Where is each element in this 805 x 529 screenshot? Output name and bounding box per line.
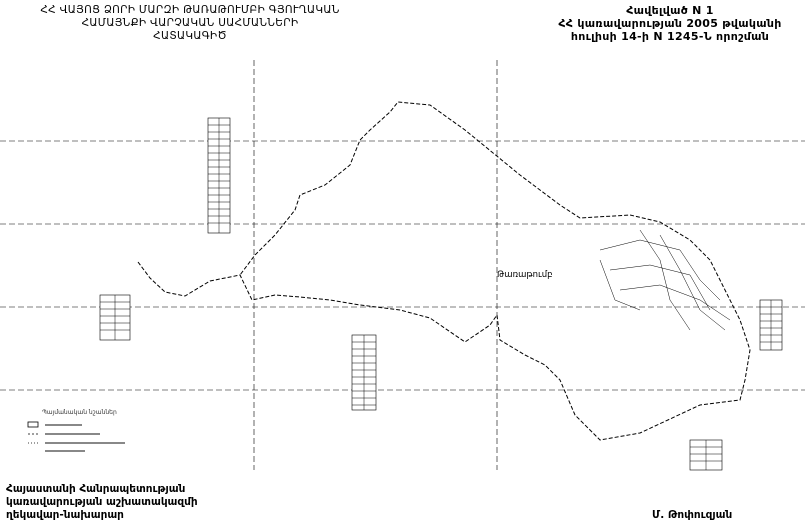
coordinate-tables [99,117,783,471]
table-rows [100,118,782,470]
village-label: Թառաթումբ [497,270,553,280]
title-line: ՀԱՄԱՅՆՔԻ ՎԱՐՉԱԿԱՆ ՍԱՀՄԱՆՆԵՐԻ [81,17,299,29]
settlement-streets [599,229,731,331]
annex-note: Հավելված N 1 ՀՀ կառավարության 2005 թվակա… [535,4,805,43]
position-line: Հայաստանի Հանրապետության [6,483,186,495]
community-boundary [137,101,751,441]
signer-name: Մ. Թոփուզյան [652,509,733,521]
grid-lines [0,60,805,470]
legend-symbols [27,421,39,444]
annex-line: Հավելված N 1 [626,4,714,17]
title-line: ՀՀ ՎԱՅՈՑ ՁՈՐԻ ՄԱՐԶԻ ԹԱՌԱԹՈՒՄԲԻ ԳՅՈՒՂԱԿԱՆ [40,4,340,16]
signatory-position: Հայաստանի Հանրապետության կառավարության ա… [6,483,198,522]
map-title: ՀՀ ՎԱՅՈՑ ՁՈՐԻ ՄԱՐԶԻ ԹԱՌԱԹՈՒՄԲԻ ԳՅՈՒՂԱԿԱՆ… [40,4,340,43]
position-line: ղեկավար-նախարար [6,509,124,521]
legend-symbol [27,421,39,428]
annex-line: ՀՀ կառավարության 2005 թվականի [558,17,782,30]
annex-line: հուլիսի 14-ի N 1245-Ն որոշման [570,30,770,43]
legend-item-texts [45,424,125,452]
legend-title: Պայմանական նշաններ [42,409,117,416]
position-line: կառավարության աշխատակազմի [6,496,198,508]
title-line: ՀԱՏԱԿԱԳԻԾ [153,30,227,42]
